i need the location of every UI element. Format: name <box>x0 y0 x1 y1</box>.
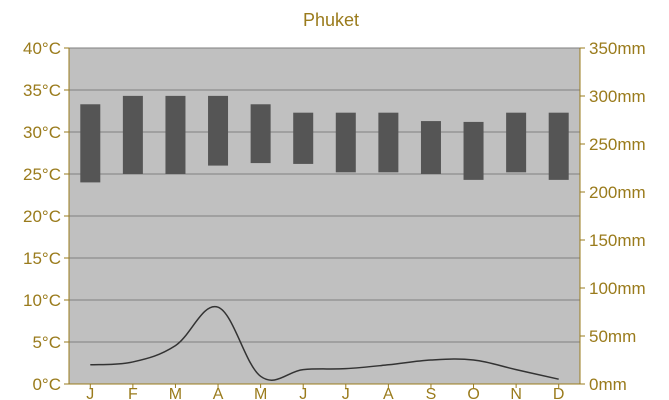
precipitation-tick-label: 200mm <box>589 183 646 202</box>
month-label: A <box>383 386 394 400</box>
month-label: D <box>553 386 565 400</box>
precipitation-tick-label: 50mm <box>589 327 636 346</box>
month-label: F <box>128 386 138 400</box>
temperature-axis: 0°C 5°C 10°C 15°C 20°C 25°C 30°C 35°C 40°C <box>23 39 70 394</box>
month-label: A <box>213 386 224 400</box>
temperature-bar <box>165 95 186 174</box>
temperature-bar <box>335 112 356 173</box>
temperature-tick-label: 20°C <box>23 207 61 226</box>
month-label: M <box>254 386 267 400</box>
temperature-tick-label: 40°C <box>23 39 61 58</box>
temperature-bar <box>420 121 441 174</box>
temperature-tick-label: 0°C <box>32 375 61 394</box>
temperature-bar <box>378 112 399 173</box>
precipitation-tick-label: 0mm <box>589 375 627 394</box>
precipitation-tick-label: 350mm <box>589 39 646 58</box>
precipitation-tick-label: 150mm <box>589 231 646 250</box>
precipitation-tick-label: 250mm <box>589 135 646 154</box>
month-label: S <box>426 386 437 400</box>
month-label: J <box>86 386 94 400</box>
temperature-tick-label: 15°C <box>23 249 61 268</box>
precipitation-tick-label: 300mm <box>589 87 646 106</box>
temperature-tick-label: 30°C <box>23 123 61 142</box>
month-label: O <box>467 386 479 400</box>
temperature-bar <box>122 95 143 174</box>
temperature-bar <box>250 104 271 164</box>
precipitation-tick-label: 100mm <box>589 279 646 298</box>
temperature-bar <box>80 104 101 183</box>
temperature-tick-label: 35°C <box>23 81 61 100</box>
precipitation-axis: 0mm 50mm 100mm 150mm 200mm 250mm 300mm 350mm <box>579 39 646 394</box>
month-label: J <box>342 386 350 400</box>
temperature-tick-label: 25°C <box>23 165 61 184</box>
month-label: M <box>169 386 182 400</box>
temperature-tick-label: 5°C <box>32 333 61 352</box>
temperature-bars <box>80 95 569 183</box>
temperature-bar <box>293 112 314 164</box>
temperature-bar <box>208 95 229 166</box>
temperature-tick-label: 10°C <box>23 291 61 310</box>
chart-title: Phuket <box>303 10 359 30</box>
temperature-bar <box>506 112 527 173</box>
temperature-bar <box>548 112 569 180</box>
temperature-bar <box>463 121 484 180</box>
precipitation-line <box>90 305 559 381</box>
month-label: J <box>299 386 307 400</box>
month-label: N <box>510 386 522 400</box>
